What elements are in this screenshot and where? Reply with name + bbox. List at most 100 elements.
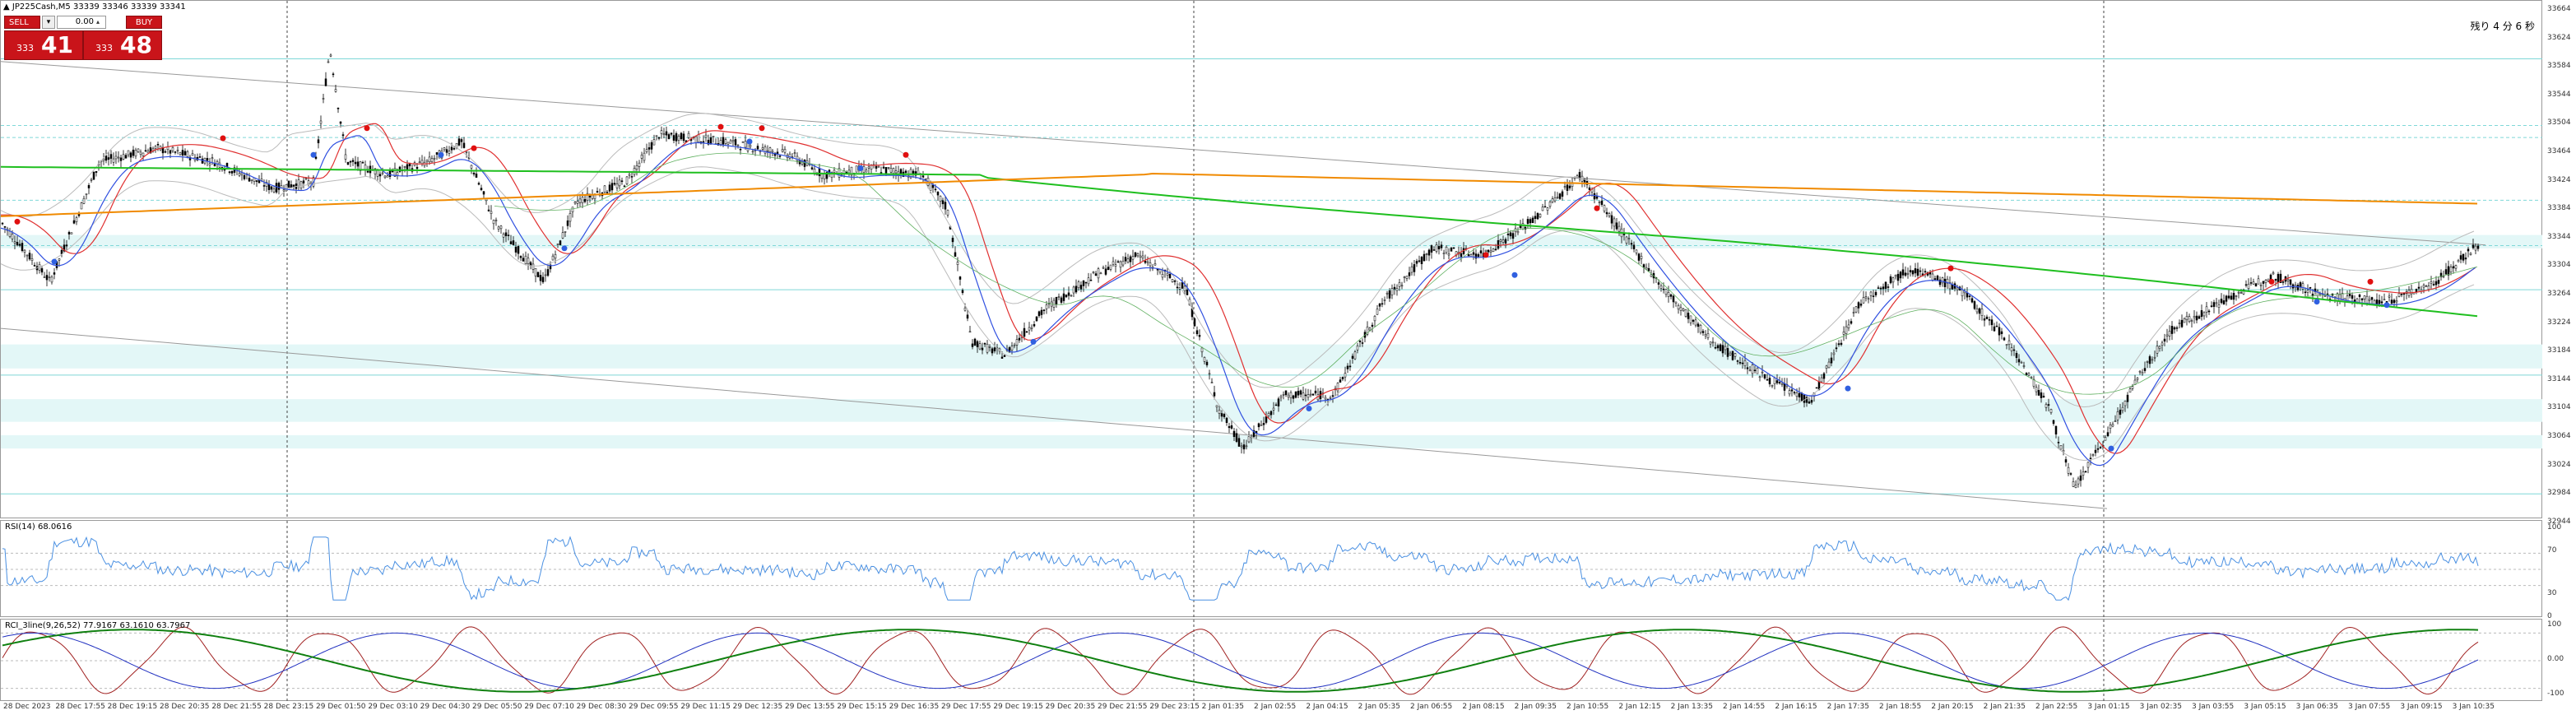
- candle-body: [156, 144, 160, 146]
- candle-body: [2141, 372, 2144, 374]
- candle-body: [825, 172, 828, 179]
- candle-body: [823, 174, 826, 179]
- candle-body: [1104, 268, 1107, 275]
- candle-body: [564, 231, 567, 233]
- rci-pane[interactable]: RCI_3line(9,26,52) 77.9167 63.1610 63.79…: [0, 619, 2543, 702]
- rsi-canvas[interactable]: [1, 521, 2543, 618]
- candle-body: [838, 168, 841, 178]
- price-chart-pane[interactable]: ▲ JP225Cash,M5 33339 33346 33339 33341 残…: [0, 0, 2543, 519]
- rci-canvas[interactable]: [1, 620, 2543, 702]
- candle-body: [1102, 267, 1105, 269]
- candle-body: [1247, 436, 1251, 443]
- candle-body: [1472, 252, 1475, 255]
- candle-body: [559, 240, 562, 245]
- candle-body: [1906, 272, 1910, 275]
- candle-body: [1415, 261, 1418, 264]
- time-axis[interactable]: 28 Dec 2023 28 Dec 17:55 28 Dec 19:15 28 De…: [0, 701, 2542, 715]
- candle-body: [1706, 333, 1710, 338]
- candle-body: [1371, 324, 1374, 327]
- buy-quote-button[interactable]: 333 48: [83, 30, 162, 60]
- candle-body: [92, 171, 95, 180]
- rsi-pane[interactable]: RSI(14) 68.0616: [0, 520, 2543, 618]
- candle-body: [2136, 378, 2139, 380]
- buy-button[interactable]: BUY: [126, 16, 162, 29]
- time-tick-label: 3 Jan 02:35: [2139, 703, 2182, 711]
- candle-body: [2096, 448, 2100, 450]
- volume-input[interactable]: 0.00: [57, 16, 106, 29]
- candle-body: [1257, 423, 1260, 428]
- candle-body: [2220, 299, 2223, 304]
- candle-body: [206, 158, 209, 161]
- candle-body: [1857, 302, 1860, 309]
- candle-body: [1030, 327, 1033, 329]
- sell-quote-button[interactable]: 333 41: [4, 30, 83, 60]
- time-tick-label: 28 Dec 21:55: [211, 703, 262, 711]
- candle-body: [287, 180, 290, 188]
- time-tick-label: 29 Dec 07:10: [524, 703, 574, 711]
- candle-body: [1998, 327, 2001, 336]
- candle-body: [1230, 425, 1233, 429]
- candle-body: [613, 183, 616, 185]
- candle-body: [1232, 430, 1236, 438]
- candle-body: [2128, 388, 2132, 393]
- price-chart-canvas[interactable]: [1, 1, 2543, 519]
- blue-signal-dot: [1845, 385, 1851, 392]
- candle-body: [354, 161, 357, 165]
- candle-body: [1245, 445, 1248, 448]
- candle-body: [2119, 409, 2122, 415]
- candle-body: [643, 152, 646, 161]
- candle-body: [1548, 202, 1552, 207]
- time-tick-label: 28 Dec 2023: [3, 703, 51, 711]
- candle-body: [739, 148, 742, 151]
- candle-body: [1729, 352, 1732, 355]
- price-tick-label: 33544: [2547, 90, 2571, 99]
- candle-body: [1650, 274, 1653, 277]
- time-tick-label: 29 Dec 11:15: [680, 703, 731, 711]
- price-scale[interactable]: 33664 33624 33584 33544 33504 33464 33424 33384…: [2542, 0, 2576, 701]
- candle-body: [1630, 243, 1633, 245]
- candle-body: [1282, 394, 1285, 396]
- candles-group: [1, 53, 2480, 489]
- time-tick-label: 2 Jan 13:35: [1670, 703, 1713, 711]
- candle-body: [662, 133, 666, 136]
- candle-body: [1854, 306, 1858, 313]
- candle-body: [1193, 318, 1196, 327]
- sell-button[interactable]: SELL: [4, 16, 40, 29]
- candle-body: [1682, 308, 1685, 311]
- candle-body: [1339, 379, 1342, 383]
- candle-body: [341, 134, 345, 137]
- candle-body: [499, 225, 503, 230]
- candle-body: [645, 149, 648, 152]
- candle-body: [640, 155, 643, 159]
- candle-body: [2047, 404, 2050, 406]
- candle-body: [2370, 297, 2374, 300]
- candle-body: [262, 185, 266, 187]
- candle-body: [1242, 444, 1246, 450]
- candle-body: [408, 163, 411, 167]
- candle-body: [95, 171, 98, 173]
- candle-body: [1450, 247, 1453, 252]
- rci-long-line: [2, 629, 2479, 693]
- candle-body: [480, 188, 483, 190]
- volume-dropdown-button[interactable]: ▾: [42, 16, 55, 29]
- rsi-scale-label: 70: [2547, 546, 2557, 555]
- candle-body: [1647, 268, 1650, 272]
- candle-body: [386, 175, 389, 178]
- candle-body: [875, 165, 878, 169]
- time-tick-label: 2 Jan 10:55: [1566, 703, 1609, 711]
- price-tick-label: 32984: [2547, 489, 2571, 498]
- candle-body: [2462, 253, 2465, 261]
- candle-body: [376, 169, 379, 177]
- volume-spinner-icon[interactable]: ▴: [96, 18, 100, 26]
- candle-body: [1692, 319, 1695, 322]
- candle-body: [107, 157, 110, 160]
- candle-body: [1613, 218, 1616, 227]
- candle-body: [1198, 335, 1201, 337]
- candle-body: [571, 207, 574, 212]
- candle-body: [299, 181, 303, 188]
- price-tick-label: 33224: [2547, 318, 2571, 327]
- candle-body: [1467, 254, 1470, 257]
- candle-body: [1420, 257, 1423, 264]
- candle-body: [1605, 211, 1608, 215]
- candle-body: [1228, 425, 1231, 429]
